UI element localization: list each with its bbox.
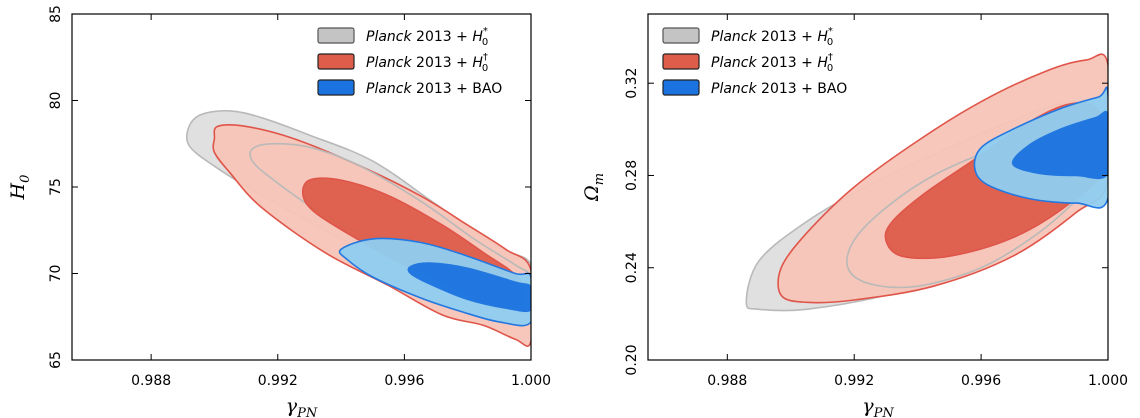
- y-tick-label: 70: [48, 265, 64, 283]
- plot-frame: [647, 13, 1109, 361]
- legend-label-grey: Planck 2013 + H* 0: [366, 26, 488, 48]
- x-tick-label: 0.996: [384, 373, 424, 389]
- legend: Planck 2013 + H* 0 Planck 2013 + H† 0 Planck…: [662, 26, 847, 97]
- contours: [185, 109, 531, 347]
- legend-swatch-red: [662, 53, 700, 70]
- legend: Planck 2013 + H* 0 Planck 2013 + H† 0 Planck…: [317, 26, 502, 97]
- legend-label-red: Planck 2013 + H† 0: [366, 52, 488, 74]
- x-tick-label: 0.988: [707, 373, 747, 389]
- y-tick-label: 85: [48, 5, 64, 23]
- contour-blue_inner: [407, 262, 531, 313]
- legend-swatch-blue: [317, 79, 355, 96]
- y-tick-label: 0.24: [624, 252, 640, 283]
- y-tick-label: 0.32: [624, 68, 640, 99]
- legend-label-red: Planck 2013 + H† 0: [711, 52, 833, 74]
- y-axis-label: H0: [7, 175, 33, 201]
- y-axis-label: Ωm: [581, 173, 607, 202]
- x-tick-label: 1.000: [511, 373, 551, 389]
- legend-swatch-grey: [317, 27, 355, 44]
- y-tick-label: 75: [48, 178, 64, 196]
- x-tick-label: 1.000: [1088, 373, 1128, 389]
- contour-grey_inner: [846, 123, 1108, 289]
- panel-1: 0.988 0.992 0.996 1.000 65 70 75 80 85 γPN H0 Planc…: [7, 5, 551, 418]
- x-tick-label: 0.992: [834, 373, 874, 389]
- y-tick-label: 0.28: [624, 160, 640, 191]
- legend-swatch-blue: [662, 79, 700, 96]
- x-tick-label: 0.996: [961, 373, 1001, 389]
- legend-label-grey: Planck 2013 + H* 0: [711, 26, 833, 48]
- legend-swatch-red: [317, 53, 355, 70]
- x-tick-label: 0.988: [131, 373, 171, 389]
- contour-red_outer: [777, 53, 1108, 304]
- y-tick-label: 65: [48, 351, 64, 369]
- y-tick-label: 0.20: [624, 344, 640, 375]
- x-axis-label: γPN: [286, 395, 318, 418]
- x-axis-label: γPN: [862, 395, 894, 418]
- contour-blue_inner: [1011, 110, 1108, 180]
- legend-label-blue: Planck 2013 + BAO: [711, 81, 847, 97]
- contours: [745, 53, 1108, 312]
- legend-label-blue: Planck 2013 + BAO: [366, 81, 502, 97]
- x-tick-label: 0.992: [258, 373, 298, 389]
- y-tick-label: 80: [48, 92, 64, 110]
- legend-swatch-grey: [662, 27, 700, 44]
- panel-2: 0.988 0.992 0.996 1.000 0.20 0.24 0.28 0.32 γPN Ω…: [581, 13, 1128, 418]
